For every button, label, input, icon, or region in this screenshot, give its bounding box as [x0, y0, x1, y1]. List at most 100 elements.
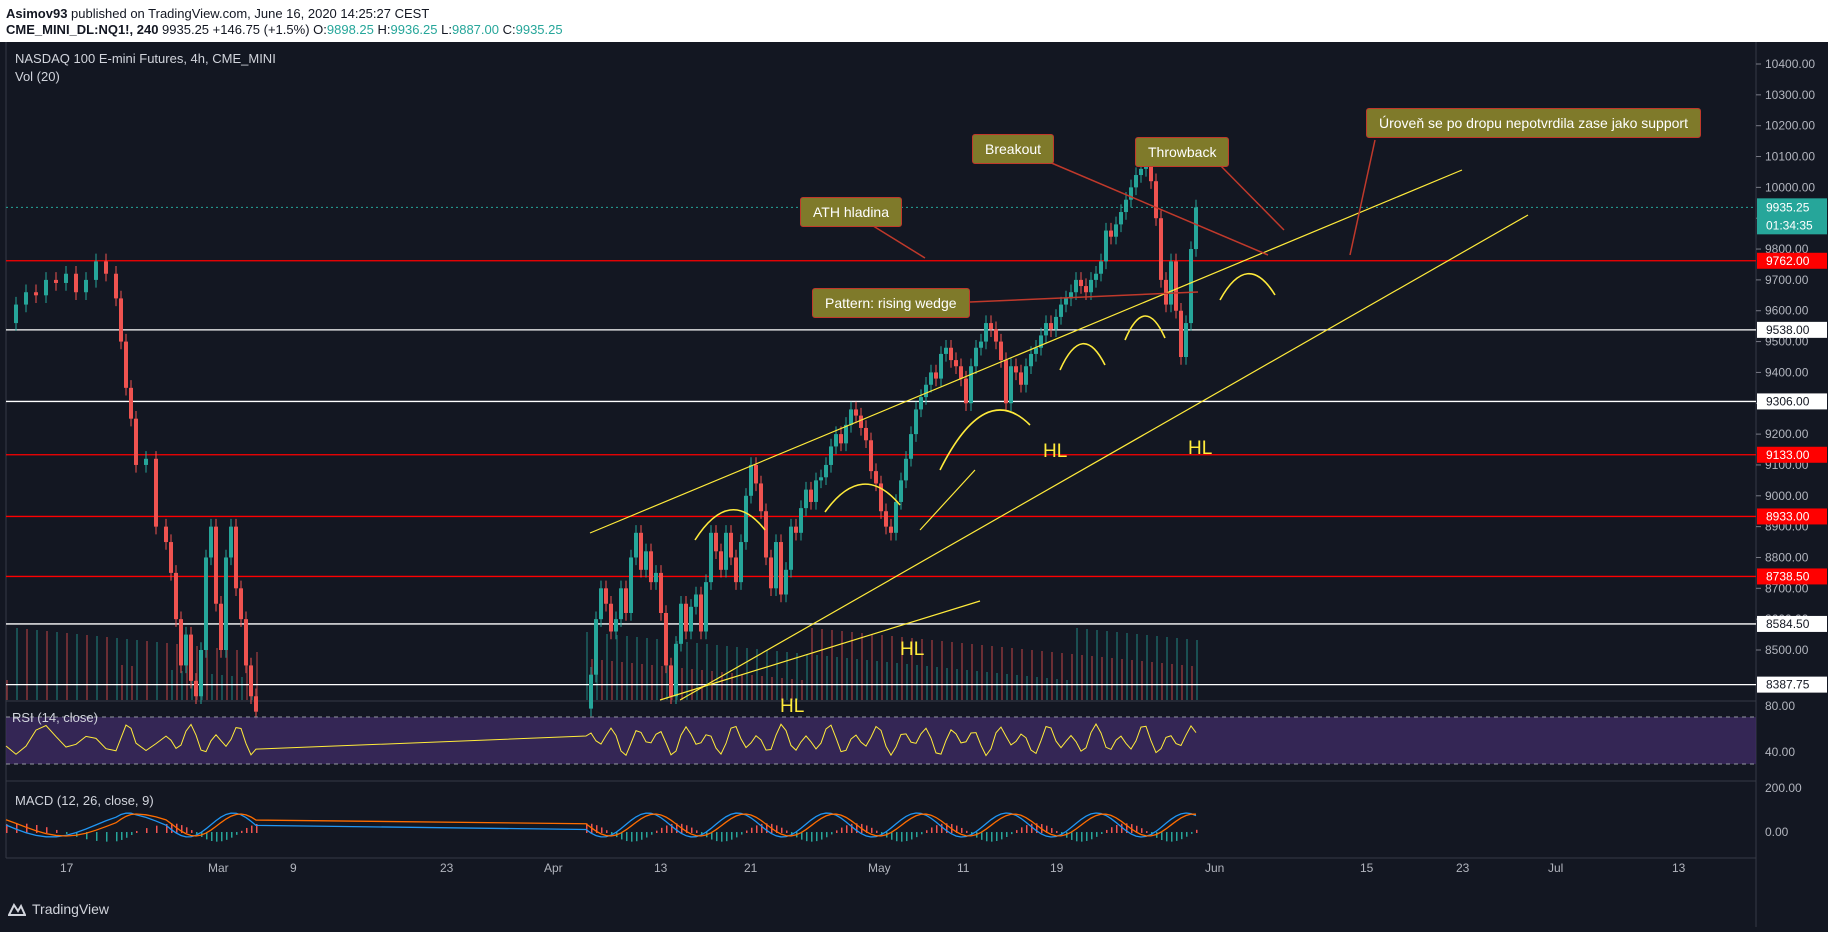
macd-histogram-bar	[1121, 823, 1123, 833]
macd-histogram-bar	[251, 825, 253, 833]
volume-bar	[841, 631, 843, 700]
open-value: 9898.25	[326, 22, 374, 37]
volume-bar	[1136, 634, 1138, 700]
volume-label: Vol (20)	[15, 69, 60, 84]
volume-bar	[1016, 675, 1018, 700]
candle-body	[679, 603, 683, 644]
candle-body	[739, 542, 743, 583]
candle-body	[804, 489, 808, 509]
countdown-label: 01:34:35	[1766, 218, 1813, 232]
candles	[14, 154, 1198, 720]
price-tick-label: 9000.00	[1765, 489, 1809, 503]
macd-histogram-bar	[1176, 832, 1178, 841]
macd-histogram-bar	[691, 827, 693, 833]
volume-bar	[1096, 630, 1098, 700]
candle-body	[14, 304, 18, 324]
volume-bar	[1046, 678, 1048, 700]
volume-bar	[196, 646, 198, 700]
time-axis-label: 23	[440, 861, 454, 875]
macd-histogram-bar	[1081, 832, 1083, 842]
annotation-support: Úroveň se po dropu nepotvrdila zase jako…	[1366, 108, 1701, 138]
candle-body	[169, 542, 173, 573]
candle-body	[224, 557, 228, 650]
macd-histogram-bar	[821, 832, 823, 840]
volume-bar	[1026, 676, 1028, 700]
volume-bar	[906, 664, 908, 700]
macd-histogram-bar	[746, 830, 748, 833]
volume-bar	[711, 671, 713, 700]
tradingview-logo[interactable]: TradingView	[8, 901, 109, 917]
chart-svg[interactable]: 8500.008600.008700.008800.008900.009000.…	[0, 42, 1828, 927]
candle-body	[1049, 323, 1053, 330]
macd-histogram-bar	[781, 827, 783, 833]
level-tag-label: 8738.50	[1766, 569, 1810, 583]
macd-histogram-bar	[1096, 832, 1098, 837]
macd-histogram-bar	[786, 830, 788, 833]
candle-body	[759, 483, 763, 512]
macd-histogram-bar	[776, 825, 778, 833]
macd-histogram-bar	[726, 832, 728, 842]
candle-body	[214, 526, 218, 604]
wedge-upper-line	[589, 169, 1463, 534]
volume-bar	[26, 629, 28, 700]
macd-histogram-bar	[1026, 825, 1028, 833]
chart-area[interactable]: 8500.008600.008700.008800.008900.009000.…	[0, 42, 1828, 927]
publisher-name: Asimov93	[6, 6, 68, 21]
macd-histogram-bar	[921, 832, 923, 835]
volume-bar	[776, 651, 778, 700]
macd-histogram-bar	[761, 823, 763, 833]
candle-body	[1164, 279, 1168, 305]
volume-bar	[1126, 633, 1128, 700]
volume-bar	[206, 647, 208, 700]
time-axis-label: 13	[1672, 861, 1686, 875]
volume-bar	[241, 677, 243, 700]
macd-histogram-bar	[946, 823, 948, 833]
macd-histogram-bar	[931, 827, 933, 833]
volume-bar	[861, 633, 863, 700]
macd-histogram-bar	[716, 832, 718, 842]
candle-body	[639, 532, 643, 570]
volume-bar	[986, 672, 988, 700]
candle-body	[239, 588, 243, 620]
candle-body	[919, 397, 923, 410]
volume-bar	[826, 656, 828, 700]
volume-bar	[16, 628, 18, 700]
volume-bar	[811, 628, 813, 700]
time-axis-label: 15	[1360, 861, 1374, 875]
volume-bar	[1151, 662, 1153, 700]
volume-bar	[221, 675, 223, 700]
volume-bar	[1001, 647, 1003, 700]
candle-body	[994, 329, 998, 342]
volume-bar	[1111, 658, 1113, 700]
candle-body	[949, 347, 953, 361]
candle-body	[624, 588, 628, 613]
candle-body	[969, 366, 973, 404]
volume-bar	[976, 671, 978, 700]
candle-body	[1014, 366, 1018, 373]
candle-body	[84, 279, 88, 293]
volume-bar	[971, 644, 973, 700]
open-label: O:	[313, 22, 327, 37]
macd-histogram-bar	[1036, 823, 1038, 833]
last-price-tag-label: 9935.25	[1766, 200, 1810, 214]
macd-histogram-bar	[1126, 823, 1128, 833]
macd-histogram-bar	[791, 832, 793, 835]
candle-body	[944, 347, 948, 354]
candle-body	[1159, 218, 1163, 280]
macd-histogram-bar	[171, 823, 173, 833]
candle-body	[654, 572, 658, 583]
macd-histogram-bar	[126, 832, 128, 838]
candle-body	[24, 292, 28, 305]
candle-body	[1079, 279, 1083, 287]
candle-body	[634, 532, 638, 558]
macd-histogram-bar	[6, 824, 8, 833]
volume-bar	[666, 640, 668, 700]
publisher-bar: Asimov93 published on TradingView.com, J…	[0, 0, 1828, 42]
candle-body	[1154, 181, 1158, 219]
volume-bar	[1061, 653, 1063, 700]
macd-histogram-bar	[216, 832, 218, 842]
level-tag-label: 9306.00	[1766, 394, 1810, 408]
macd-histogram-bar	[941, 823, 943, 833]
candle-body	[859, 415, 863, 428]
annotation-throwback: Throwback	[1135, 137, 1230, 167]
